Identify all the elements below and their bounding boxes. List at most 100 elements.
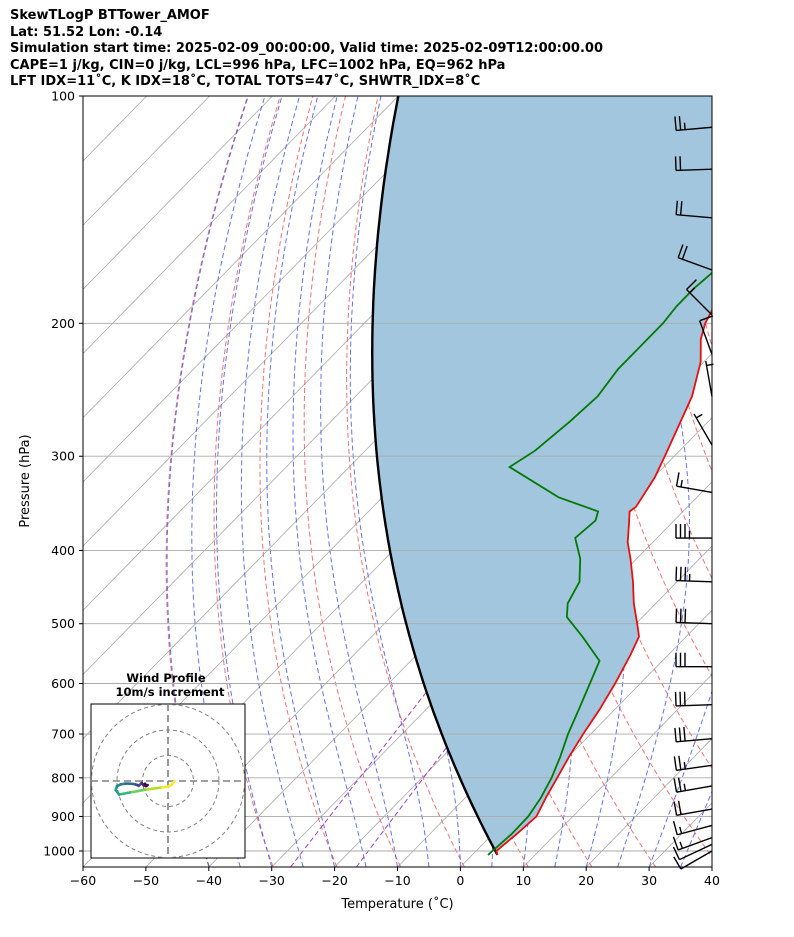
y-tick-label: 100 (51, 89, 75, 104)
hodograph-plot (91, 704, 245, 858)
wind-barb (675, 200, 713, 219)
wind-barb (674, 691, 713, 707)
y-axis-label: Pressure (hPa) (18, 434, 33, 527)
moist-adiabat (711, 865, 712, 867)
x-tick-label: 30 (641, 873, 657, 888)
isotherm (83, 96, 336, 355)
moist-adiabat (680, 790, 712, 867)
barb-staff (680, 850, 713, 870)
mixing-ratio-lines (290, 683, 496, 867)
barb-full (677, 244, 684, 258)
wind-barb (675, 472, 713, 494)
parcel-path-line (370, 96, 499, 856)
barb-full (672, 846, 681, 860)
y-tick-label: 400 (51, 543, 75, 558)
moist-adiabat (292, 96, 367, 867)
hodograph-trace-segment (136, 788, 147, 793)
barb-staff (676, 126, 713, 132)
wind-barb (672, 821, 713, 836)
x-tick-label: −50 (133, 873, 159, 888)
moist-adiabat (216, 96, 283, 867)
moist-adiabat (266, 96, 336, 867)
x-axis-label: Temperature (˚C) (340, 896, 453, 912)
barb-half (679, 841, 684, 849)
barb-staff (705, 360, 713, 397)
y-tick-label: 600 (51, 676, 75, 691)
y-tick-label: 900 (51, 809, 75, 824)
barb-full (683, 727, 686, 742)
moist-adiabat (648, 689, 712, 867)
barb-full (672, 836, 679, 851)
barb-half (683, 783, 687, 791)
barb-full (674, 727, 677, 742)
barb-half (689, 287, 696, 294)
hodograph-title: Wind Profile (126, 671, 206, 685)
wind-barb (673, 850, 713, 870)
x-axis-ticks: −60 −50 −40 −30 −20 −10 0 10 20 30 40 (70, 867, 720, 888)
wind-barb (675, 566, 713, 583)
isotherm (83, 96, 399, 419)
barb-staff (676, 808, 713, 817)
y-axis-ticks: 1000 900 800 700 600 500 400 300 200 100 (43, 89, 83, 859)
barb-full (673, 801, 678, 816)
x-tick-label: 10 (515, 873, 531, 888)
stability-indices-2: LFT IDX=11˚C, K IDX=18˚C, TOTAL TOTS=47˚… (10, 74, 481, 89)
wind-barb (674, 727, 713, 743)
barb-staff (679, 843, 713, 861)
moist-adiabat (166, 96, 249, 867)
barb-half (683, 122, 686, 130)
moist-adiabat (191, 96, 266, 867)
barb-staff (676, 764, 713, 772)
dry-adiabat (737, 96, 794, 867)
y-tick-label: 800 (51, 770, 75, 785)
isotherm (83, 96, 273, 290)
cape-area (372, 96, 712, 855)
barb-full (681, 245, 688, 260)
barb-staff (677, 257, 713, 271)
y-tick-label: 200 (51, 316, 75, 331)
chart-header: SkewTLogP BTTower_AMOF Lat: 51.52 Lon: -… (10, 8, 603, 91)
isotherm (523, 673, 712, 867)
isotherm (83, 96, 85, 98)
moist-adiabat (240, 96, 304, 867)
hodograph: Wind Profile 10m/s increment (90, 671, 246, 859)
profile-lines (370, 96, 712, 856)
wind-barb (699, 315, 714, 355)
barb-staff (676, 485, 713, 494)
x-tick-label: 20 (578, 873, 594, 888)
barb-staff (686, 289, 713, 316)
x-tick-label: −60 (70, 873, 96, 888)
hodograph-subtitle: 10m/s increment (116, 685, 225, 699)
barb-full (672, 821, 678, 835)
dry-adiabat (346, 96, 465, 867)
barb-staff (677, 824, 713, 836)
x-tick-label: −30 (259, 873, 285, 888)
x-tick-label: −20 (321, 873, 347, 888)
wind-barb (673, 800, 713, 817)
wind-barb (673, 755, 713, 772)
barb-full (678, 727, 682, 742)
mixing-ratio-line (355, 683, 496, 867)
isotherm (83, 96, 210, 226)
barb-staff (676, 738, 713, 743)
moist-adiabat (349, 96, 430, 867)
barb-full (673, 756, 678, 771)
dry-adiabat (259, 96, 338, 867)
isotherm (711, 866, 712, 867)
wind-barb (673, 777, 713, 793)
barb-half (680, 479, 683, 488)
barb-half (695, 413, 703, 419)
wind-barb (675, 608, 713, 625)
dry-adiabat (769, 96, 794, 867)
barb-full (673, 856, 682, 870)
wind-barb (672, 836, 713, 851)
hodograph-trace-segment (144, 783, 149, 788)
barb-full (678, 115, 682, 131)
simulation-times: Simulation start time: 2025-02-09_00:00:… (10, 41, 603, 56)
plot-area (82, 95, 794, 868)
y-tick-label: 700 (51, 727, 75, 742)
barb-staff (677, 836, 713, 851)
barb-staff (693, 413, 713, 446)
moist-adiabat (744, 96, 794, 867)
